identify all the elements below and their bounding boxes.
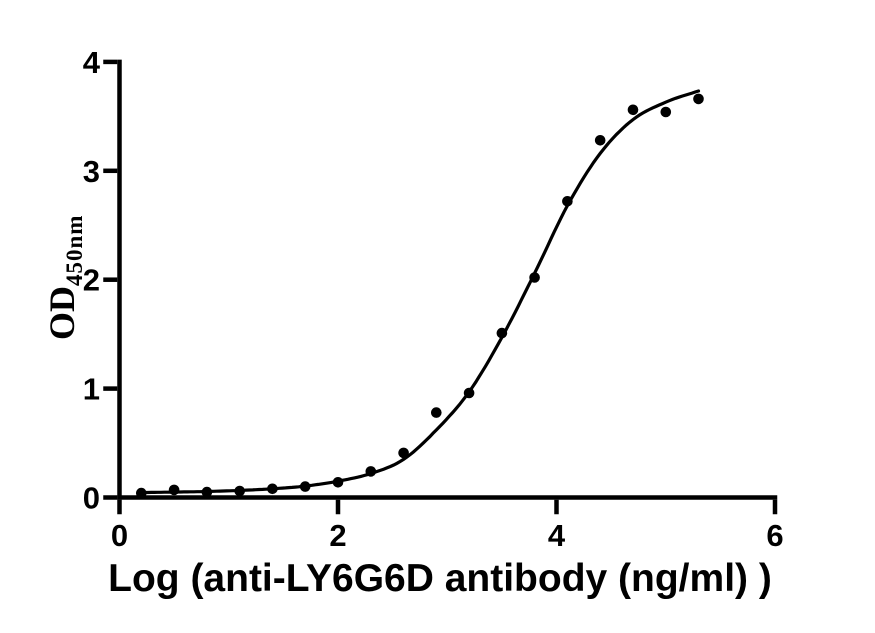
y-axis-spine [117, 59, 122, 500]
data-point [332, 477, 344, 488]
x-tick [772, 499, 778, 515]
y-tick [103, 386, 118, 391]
data-point [398, 447, 409, 459]
data-point [234, 485, 245, 497]
x-axis-tick-labels: 0 2 4 6 [111, 518, 784, 553]
data-point [693, 93, 704, 105]
fit-curve-line [139, 89, 701, 495]
y-axis-title: OD450nm [42, 215, 87, 340]
data-points [136, 93, 704, 499]
data-point [431, 407, 442, 418]
x-tick-label: 6 [766, 518, 783, 553]
y-tick [103, 277, 118, 282]
y-tick [103, 495, 118, 500]
data-point [267, 483, 278, 495]
data-point [660, 106, 672, 118]
x-tick [554, 499, 559, 515]
y-tick [103, 168, 118, 174]
y-tick [103, 59, 118, 65]
tick-marks [103, 59, 778, 515]
axes [117, 59, 778, 500]
y-tick-label: 3 [83, 154, 100, 189]
data-point [562, 196, 573, 207]
data-point [627, 104, 639, 116]
y-tick-label: 4 [83, 45, 101, 80]
data-point [594, 135, 606, 146]
data-point [201, 486, 213, 498]
x-axis-title: Log (anti-LY6G6D antibody (ng/ml) ) [108, 557, 772, 600]
x-tick-label: 4 [548, 518, 566, 553]
x-tick [335, 499, 341, 515]
y-tick-label: 1 [83, 372, 100, 407]
data-point [496, 327, 508, 339]
x-tick [117, 499, 122, 515]
x-axis-spine [117, 495, 778, 500]
y-tick-label: 0 [83, 481, 100, 516]
y-axis-title-main: OD [42, 286, 82, 340]
x-tick-label: 2 [329, 518, 346, 553]
data-point [136, 487, 147, 499]
data-point [365, 466, 377, 477]
y-tick-label: 2 [83, 263, 100, 298]
x-tick-label: 0 [111, 518, 128, 553]
y-axis-title-subscript: 450nm [62, 215, 87, 286]
data-point [168, 484, 180, 496]
y-axis-tick-labels: 0 1 2 3 4 [83, 45, 101, 516]
data-point [529, 272, 540, 283]
data-point [299, 481, 311, 492]
data-point [463, 387, 475, 399]
